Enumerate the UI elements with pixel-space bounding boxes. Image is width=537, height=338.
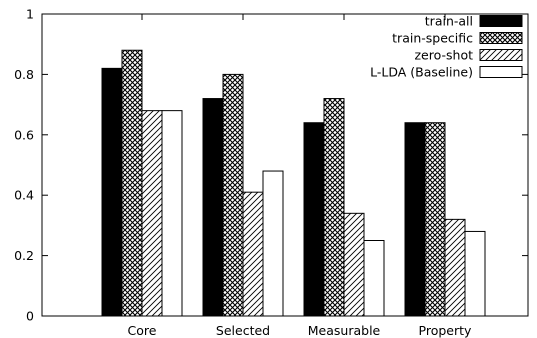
bar-zero-shot-core bbox=[141, 110, 163, 317]
y-tick-label: 0.8 bbox=[14, 67, 34, 82]
legend-swatch bbox=[479, 66, 523, 78]
legend-swatch bbox=[479, 32, 523, 44]
legend-label: train-all bbox=[425, 14, 473, 29]
bar-l-lda-baseline-selected bbox=[262, 170, 284, 317]
plot-area bbox=[41, 13, 529, 317]
x-axis: Core Selected Measurable Property bbox=[128, 14, 472, 338]
y-tick-label: 0.6 bbox=[14, 127, 34, 142]
y-tick-label: 0 bbox=[26, 309, 34, 324]
x-tick-label: Selected bbox=[216, 323, 270, 338]
legend-swatch bbox=[479, 49, 523, 61]
y-tick-label: 0.4 bbox=[14, 188, 34, 203]
bar-zero-shot-selected bbox=[242, 191, 264, 317]
x-tick-label: Measurable bbox=[308, 323, 381, 338]
bar-train-all-selected bbox=[202, 98, 224, 317]
legend-label: zero-shot bbox=[415, 48, 474, 63]
bar-train-all-measurable bbox=[303, 122, 325, 317]
bar-train-all-core bbox=[101, 67, 123, 317]
bar-train-specific-core bbox=[121, 49, 143, 317]
bars-group bbox=[101, 49, 486, 317]
legend-swatch bbox=[479, 15, 523, 27]
legend-label: L-LDA (Baseline) bbox=[370, 65, 473, 80]
x-tick-label: Core bbox=[128, 323, 157, 338]
bar-zero-shot-property bbox=[444, 218, 466, 317]
bar-zero-shot-measurable bbox=[343, 212, 365, 317]
y-tick-label: 1 bbox=[26, 7, 34, 22]
bar-l-lda-baseline-property bbox=[464, 230, 486, 317]
bar-train-all-property bbox=[404, 122, 426, 317]
bar-l-lda-baseline-core bbox=[161, 110, 183, 317]
bar-train-specific-measurable bbox=[323, 98, 345, 317]
legend: train-all train-specific zero-shot L-LDA (B… bbox=[370, 14, 523, 80]
bar-l-lda-baseline-measurable bbox=[363, 240, 385, 317]
plot-frame bbox=[41, 13, 529, 317]
y-tick-label: 0.2 bbox=[14, 248, 34, 263]
x-tick-label: Property bbox=[419, 323, 472, 338]
bar-train-specific-selected bbox=[222, 73, 244, 317]
bar-train-specific-property bbox=[424, 122, 446, 317]
legend-label: train-specific bbox=[392, 31, 473, 46]
y-axis: 0 0.2 0.4 0.6 0.8 1 bbox=[14, 7, 528, 324]
